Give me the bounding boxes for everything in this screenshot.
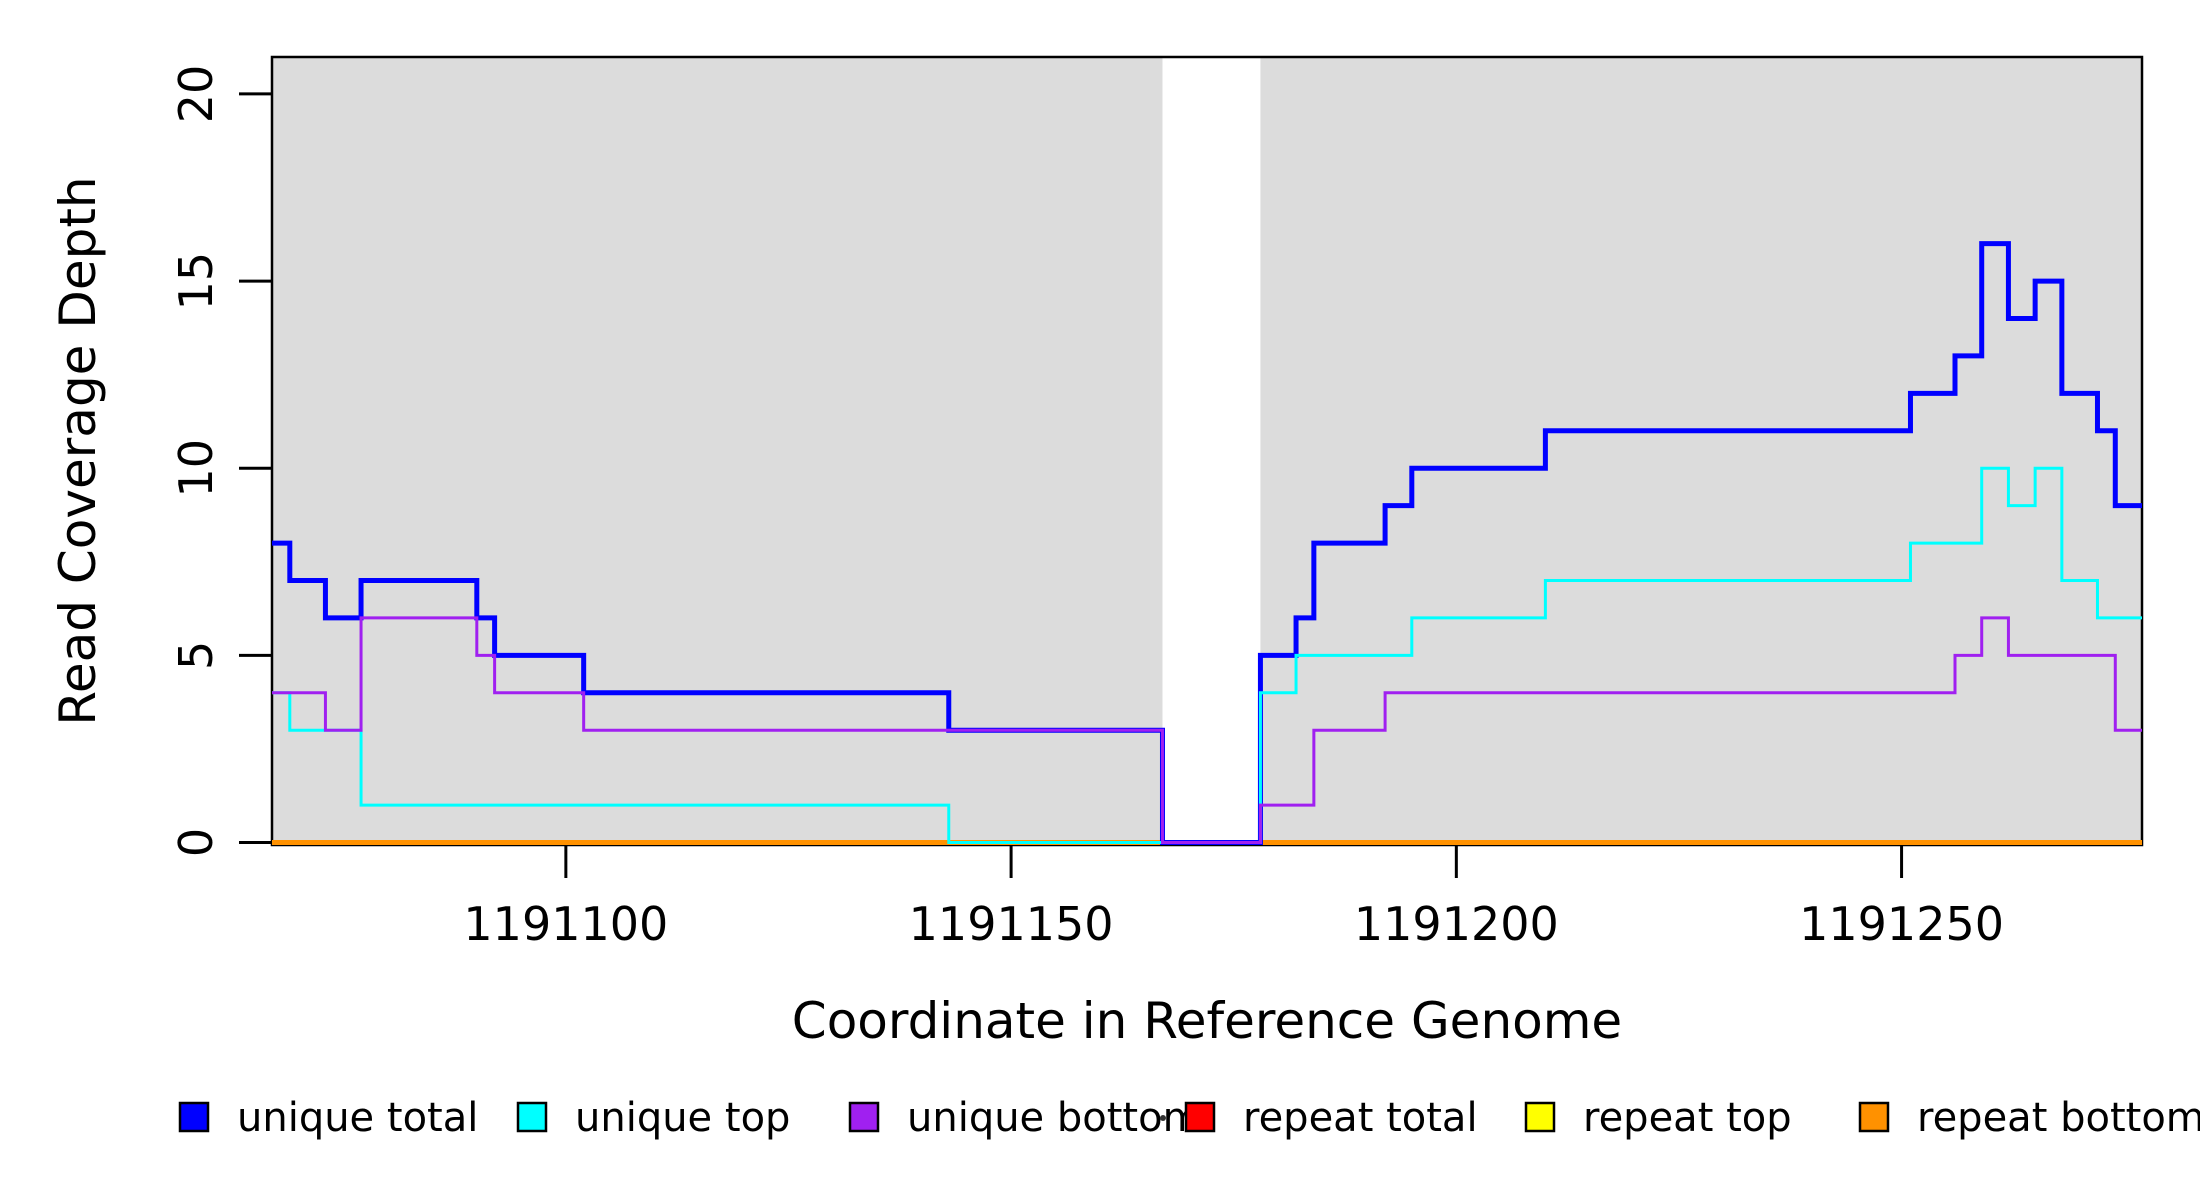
- y-tick-label: 0: [169, 828, 223, 857]
- legend-item-unique-total: unique total: [178, 1095, 478, 1141]
- y-tick-label: 10: [169, 439, 223, 498]
- y-axis-title: Read Coverage Depth: [49, 176, 107, 725]
- x-tick-label: 1191200: [1354, 897, 1559, 951]
- stray-point-dot: [1160, 1115, 1166, 1121]
- shaded-region-left: [272, 58, 1163, 844]
- legend-item-repeat-top: repeat top: [1524, 1095, 1792, 1141]
- legend-label: unique total: [237, 1095, 478, 1141]
- legend-label: repeat total: [1243, 1095, 1478, 1141]
- legend-swatch-repeat-bottom: [1858, 1101, 1890, 1133]
- y-axis: 0 5 10 15 20: [169, 65, 272, 857]
- y-tick-label: 15: [169, 252, 223, 311]
- x-axis-title: Coordinate in Reference Genome: [792, 992, 1622, 1050]
- legend-label: unique top: [575, 1095, 790, 1141]
- series-unique-bottom: [272, 616, 2142, 844]
- legend-label: repeat bottom: [1917, 1095, 2200, 1141]
- legend-item-repeat-total: repeat total: [1184, 1095, 1478, 1141]
- legend-item-repeat-bottom: repeat bottom: [1858, 1095, 2200, 1141]
- y-tick-label: 20: [169, 65, 223, 124]
- legend-swatch-unique-bottom: [848, 1101, 880, 1133]
- series-unique-top: [272, 466, 2142, 844]
- shaded-region-right: [1260, 58, 2142, 844]
- legend-swatch-unique-top: [516, 1101, 548, 1133]
- x-tick-label: 1191150: [909, 897, 1114, 951]
- legend-swatch-repeat-top: [1524, 1101, 1556, 1133]
- x-axis: 1191100 1191150 1191200 1191250: [463, 845, 2004, 951]
- x-tick-label: 1191250: [1799, 897, 2004, 951]
- legend-label: repeat top: [1583, 1095, 1792, 1141]
- x-tick-label: 1191100: [463, 897, 668, 951]
- y-tick-label: 5: [169, 641, 223, 670]
- legend-item-unique-top: unique top: [516, 1095, 790, 1141]
- series-unique-total: [272, 241, 2142, 845]
- legend: unique total unique top unique bottom repea…: [178, 1095, 2200, 1141]
- legend-label: unique bottom: [907, 1095, 1202, 1141]
- legend-item-unique-bottom: unique bottom: [848, 1095, 1202, 1141]
- legend-swatch-repeat-total: [1184, 1101, 1216, 1133]
- legend-swatch-unique-total: [178, 1101, 210, 1133]
